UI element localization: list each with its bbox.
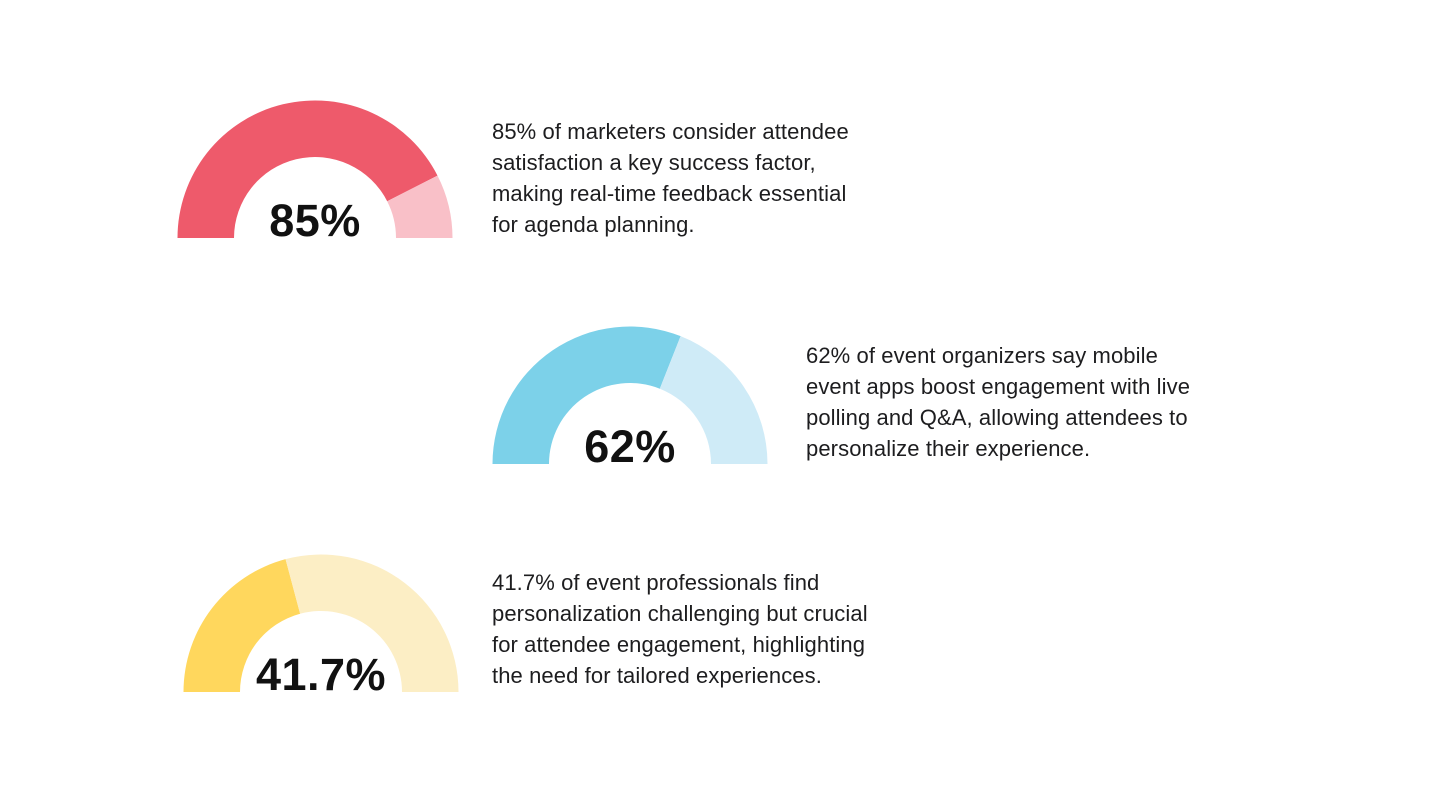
gauge-percent-label: 41.7% bbox=[255, 649, 387, 700]
gauge-track-arc bbox=[659, 336, 768, 464]
stat-description-line: 85% of marketers consider attendee bbox=[492, 119, 849, 144]
gauge-percent-label: 85% bbox=[269, 195, 361, 246]
stat-description-line: 62% of event organizers say mobile bbox=[806, 343, 1158, 368]
gauge-fill-arc bbox=[183, 559, 301, 692]
stat-description: 41.7% of event professionals find persona… bbox=[492, 567, 868, 691]
stat-description-line: for attendee engagement, highlighting bbox=[492, 632, 866, 657]
gauge-svg bbox=[177, 100, 453, 238]
gauge-chart-41-7: 41.7% bbox=[183, 554, 459, 697]
stat-description-line: making real-time feedback essential bbox=[492, 181, 847, 206]
gauge-track-arc bbox=[285, 554, 459, 692]
stat-description-line: event apps boost engagement with live bbox=[806, 374, 1191, 399]
gauge-chart-62: 62% bbox=[492, 326, 768, 469]
stat-description-line: the need for tailored experiences. bbox=[492, 663, 822, 688]
gauge-fill-arc bbox=[492, 326, 681, 464]
stat-description: 85% of marketers consider attendee satisf… bbox=[492, 116, 849, 240]
gauge-svg bbox=[492, 326, 768, 464]
gauge-svg bbox=[183, 554, 459, 692]
stat-description-line: polling and Q&A, allowing attendees to bbox=[806, 405, 1188, 430]
stat-description-line: personalize their experience. bbox=[806, 436, 1091, 461]
stat-description-line: for agenda planning. bbox=[492, 212, 695, 237]
stat-description-line: personalization challenging but crucial bbox=[492, 601, 868, 626]
gauge-fill-arc bbox=[177, 100, 438, 238]
stat-description-line: 41.7% of event professionals find bbox=[492, 570, 820, 595]
gauge-track-arc bbox=[387, 175, 453, 238]
stat-description: 62% of event organizers say mobile event … bbox=[806, 340, 1190, 464]
gauge-percent-label: 62% bbox=[584, 421, 676, 472]
gauge-chart-85: 85% bbox=[177, 100, 453, 243]
stat-description-line: satisfaction a key success factor, bbox=[492, 150, 816, 175]
